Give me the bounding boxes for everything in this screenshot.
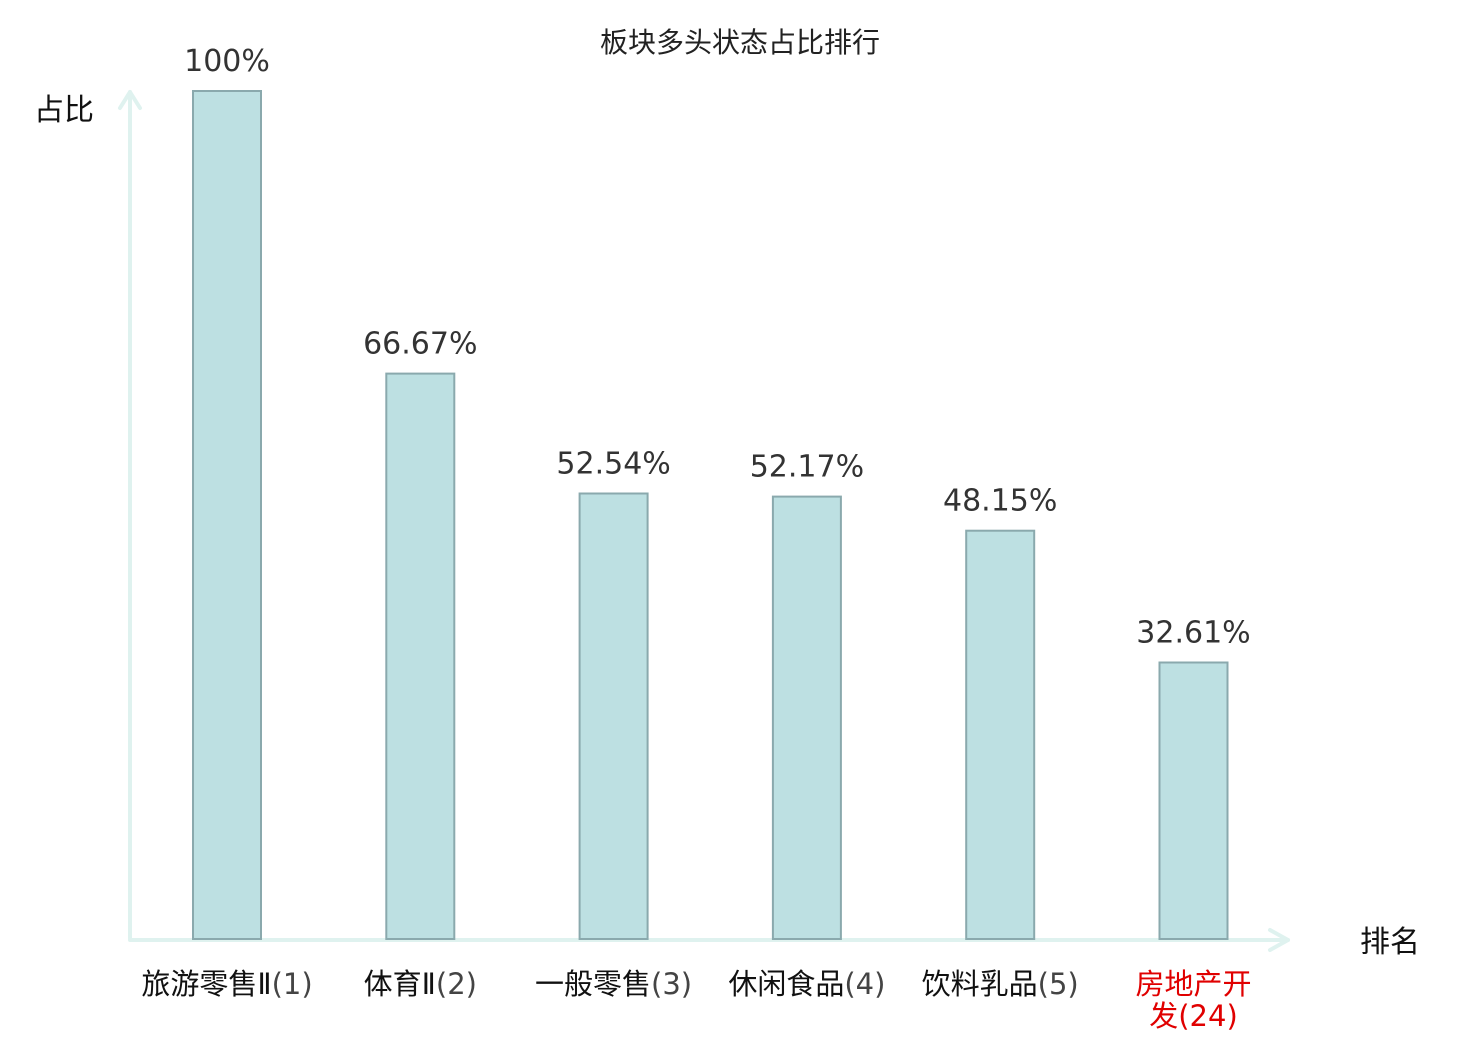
bar	[578, 492, 649, 940]
chart-title: 板块多头状态占比排行	[600, 26, 880, 59]
y-axis-arrow	[118, 90, 142, 110]
bar	[1158, 661, 1229, 940]
bar	[385, 372, 456, 941]
x-tick-label: 饮料乳品(5)	[922, 967, 1079, 1001]
data-label: 52.54%	[556, 447, 670, 482]
x-axis-label: 排名	[1360, 925, 1420, 960]
data-label: 32.61%	[1136, 616, 1250, 651]
bar	[965, 529, 1036, 940]
x-tick-label: 体育Ⅱ(2)	[364, 967, 477, 1001]
category-rank: (3)	[651, 967, 692, 1001]
data-label: 100%	[184, 44, 270, 79]
data-label: 52.17%	[750, 450, 864, 485]
x-axis-arrow	[1268, 928, 1290, 952]
bar	[192, 90, 262, 940]
category-name: 饮料乳品	[922, 967, 1038, 1001]
value-labels-group: 100% 66.67% 52.54% 52.17% 48.15% 32.61%	[184, 44, 1251, 651]
category-rank: (4)	[844, 967, 885, 1001]
category-name: 旅游零售Ⅱ	[141, 967, 271, 1001]
bars-group	[192, 90, 1229, 941]
category-name: 体育Ⅱ	[364, 967, 436, 1001]
category-rank: (1)	[272, 967, 313, 1001]
bar	[771, 495, 842, 940]
x-tick-label: 休闲食品(4)	[728, 967, 885, 1001]
x-tick-label: 旅游零售Ⅱ(1)	[141, 967, 312, 1001]
category-rank: (2)	[436, 967, 477, 1001]
category-labels-group: 旅游零售Ⅱ(1) 体育Ⅱ(2) 一般零售(3) 休闲食品(4) 饮料乳品(5) 房地产开发…	[141, 967, 1251, 1033]
category-rank: (24)	[1178, 999, 1238, 1033]
category-rank: (5)	[1038, 967, 1079, 1001]
category-name: 休闲食品	[728, 967, 844, 1001]
x-tick-label: 房地产开	[1135, 967, 1251, 1001]
category-name: 一般零售	[535, 967, 651, 1001]
x-tick-label: 一般零售(3)	[535, 967, 692, 1001]
category-name: 房地产开	[1135, 967, 1251, 1001]
data-label: 66.67%	[363, 327, 477, 362]
category-name: 发	[1149, 999, 1178, 1033]
x-tick-label: 发(24)	[1149, 999, 1238, 1033]
y-axis-label: 占比	[34, 93, 94, 128]
data-label: 48.15%	[943, 484, 1057, 519]
